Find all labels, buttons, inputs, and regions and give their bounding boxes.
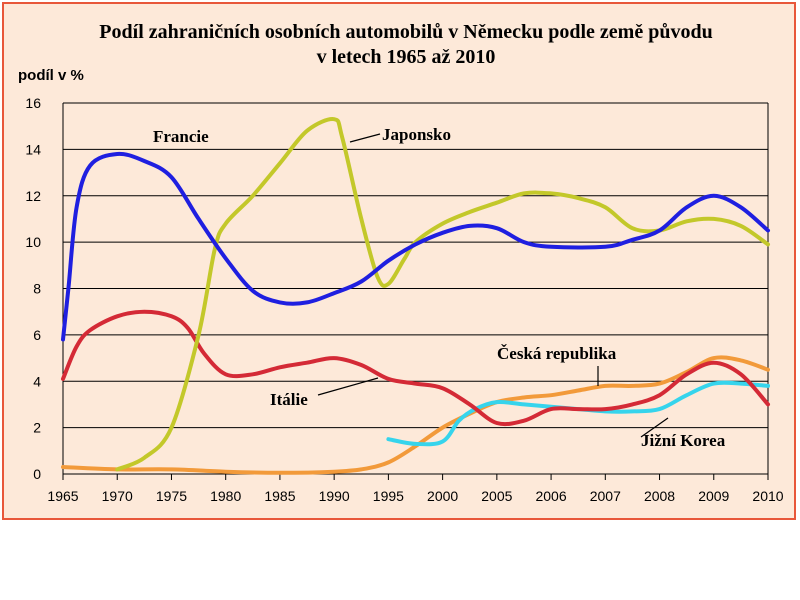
- x-tick-label: 1990: [319, 488, 350, 504]
- y-tick-label: 16: [25, 95, 41, 111]
- y-tick-label: 12: [25, 188, 41, 204]
- chart-frame: [2, 2, 796, 520]
- series-label-italie: Itálie: [270, 390, 308, 409]
- y-tick-label: 2: [33, 420, 41, 436]
- x-tick-label: 2000: [427, 488, 458, 504]
- y-axis-label: podíl v %: [18, 67, 84, 84]
- label-layer: Francie Japonsko Itálie Česká republika Jižn…: [153, 125, 726, 450]
- series-line-ceska-republika: [61, 355, 770, 475]
- x-tick-label: 1980: [210, 488, 241, 504]
- x-tick-label: 2007: [590, 488, 621, 504]
- chart-title-line2: v letech 1965 až 2010: [317, 46, 496, 68]
- x-tick-label: 2005: [481, 488, 512, 504]
- series-line-francie: [61, 151, 770, 342]
- x-tick-label: 2010: [752, 488, 783, 504]
- y-tick-label: 8: [33, 281, 41, 297]
- chart-title-line1: Podíl zahraničních osobních automobilů v…: [99, 21, 712, 43]
- leader-line-japonsko: [349, 133, 381, 143]
- y-tick-label: 6: [33, 327, 41, 343]
- y-tick-label: 0: [33, 466, 41, 482]
- x-tick-label: 1995: [373, 488, 404, 504]
- x-tick-label: 2008: [644, 488, 675, 504]
- grid-layer: [62, 102, 769, 480]
- series-label-francie: Francie: [153, 127, 209, 146]
- series-label-japonsko: Japonsko: [382, 125, 451, 144]
- x-tick-label: 2006: [535, 488, 566, 504]
- tick-layer: 0 2 4 6 8 10 12 14 16 1965 1970 1975 1980 1985 1990 199…: [25, 95, 783, 504]
- y-tick-label: 10: [25, 234, 41, 250]
- x-tick-label: 1985: [264, 488, 295, 504]
- leader-line-italie: [317, 377, 379, 396]
- x-tick-label: 1970: [102, 488, 133, 504]
- series-line-japonsko: [115, 117, 770, 472]
- x-tick-label: 2009: [698, 488, 729, 504]
- series-label-jizni-korea: Jižní Korea: [641, 431, 726, 450]
- series-label-ceska-republika: Česká republika: [497, 344, 617, 363]
- series-line-italie: [61, 309, 770, 427]
- y-tick-label: 14: [25, 141, 41, 157]
- x-tick-label: 1965: [47, 488, 78, 504]
- x-tick-label: 1975: [156, 488, 187, 504]
- leader-line-jizni-korea: [640, 417, 669, 438]
- series-layer: [61, 117, 770, 475]
- y-tick-label: 4: [33, 373, 41, 389]
